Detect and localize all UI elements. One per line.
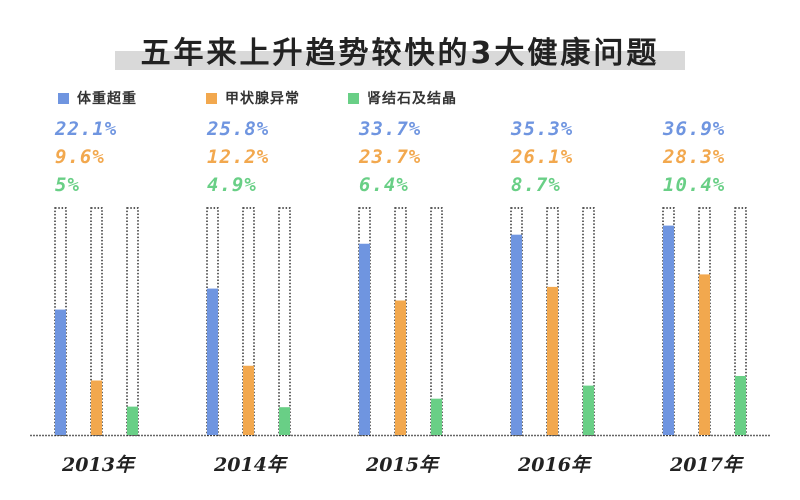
bar-thyroid-3 (547, 286, 558, 435)
x-tick-label: 2014年 (214, 454, 286, 476)
bar-overweight-1 (207, 288, 218, 435)
bar-overweight-3 (511, 234, 522, 435)
bar-kidney-stone-0 (127, 406, 138, 435)
bar-kidney-stone-1 (279, 407, 290, 435)
data-label-thyroid: 28.3% (663, 146, 726, 168)
bar-overweight-0 (55, 309, 66, 435)
legend-label-thyroid: 甲状腺异常 (225, 91, 300, 107)
bar-thyroid-1 (243, 365, 254, 435)
data-label-thyroid: 9.6% (55, 146, 105, 168)
legend-swatch-kidney-stone (348, 92, 359, 104)
bar-track (278, 207, 291, 436)
legend: 体重超重 甲状腺异常 肾结石及结晶 (58, 88, 778, 112)
bar-kidney-stone-3 (583, 385, 594, 435)
bar-track (126, 207, 139, 436)
bar-thyroid-0 (91, 380, 102, 435)
data-label-thyroid: 26.1% (511, 146, 574, 168)
x-tick-label: 2013年 (62, 454, 134, 476)
x-tick-label: 2017年 (670, 454, 742, 476)
legend-label-kidney-stone: 肾结石及结晶 (367, 91, 457, 107)
bar-overweight-2 (359, 243, 370, 435)
legend-item-overweight: 体重超重 (58, 88, 137, 108)
chart-title: 五年来上升趋势较快的3大健康问题 (114, 24, 686, 76)
legend-swatch-thyroid (206, 92, 217, 104)
data-label-overweight: 36.9% (663, 118, 726, 140)
data-label-kidney-stone: 6.4% (359, 174, 409, 196)
bar-thyroid-2 (395, 300, 406, 435)
x-tick-label: 2015年 (366, 454, 438, 476)
data-label-kidney-stone: 8.7% (511, 174, 561, 196)
data-label-overweight: 22.1% (55, 118, 118, 140)
data-label-overweight: 35.3% (511, 118, 574, 140)
bar-kidney-stone-4 (735, 375, 746, 435)
x-tick-label: 2016年 (518, 454, 590, 476)
legend-item-thyroid: 甲状腺异常 (206, 88, 300, 108)
bar-thyroid-4 (699, 274, 710, 435)
legend-swatch-overweight (58, 92, 69, 104)
legend-label-overweight: 体重超重 (77, 91, 137, 107)
bar-kidney-stone-2 (431, 398, 442, 435)
data-label-kidney-stone: 4.9% (207, 174, 257, 196)
data-label-overweight: 33.7% (359, 118, 422, 140)
data-label-thyroid: 12.2% (207, 146, 270, 168)
data-label-kidney-stone: 10.4% (663, 174, 726, 196)
legend-item-kidney-stone: 肾结石及结晶 (348, 88, 457, 108)
data-label-kidney-stone: 5% (55, 174, 80, 196)
bar-overweight-4 (663, 225, 674, 435)
data-label-thyroid: 23.7% (359, 146, 422, 168)
data-label-overweight: 25.8% (207, 118, 270, 140)
chart-title-wrap: 五年来上升趋势较快的3大健康问题 (0, 24, 800, 76)
